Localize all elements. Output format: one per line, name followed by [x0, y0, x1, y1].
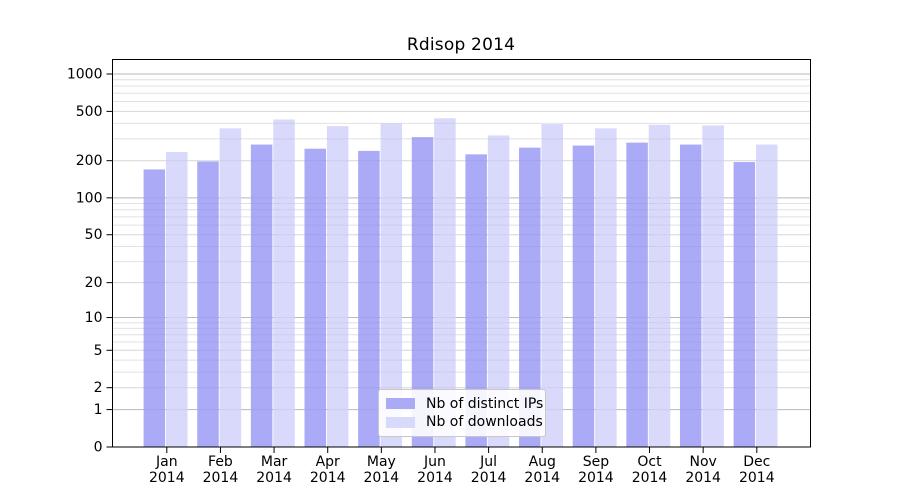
y-tick-label: 2: [94, 380, 103, 396]
legend-label-downloads: Nb of downloads: [426, 414, 543, 431]
x-tick-label-month: Dec: [743, 454, 770, 470]
x-tick-label-month: Jan: [155, 454, 178, 470]
x-tick-label-year: 2014: [149, 470, 185, 486]
legend-swatch-distinct-ips: [386, 398, 415, 410]
x-tick-label-year: 2014: [524, 470, 560, 486]
x-tick-label-month: Feb: [208, 454, 233, 470]
legend-item-distinct-ips: Nb of distinct IPs: [386, 396, 543, 412]
bar-distinct-ips-nov: [679, 144, 702, 447]
y-tick-label: 500: [76, 104, 103, 120]
x-tick-label-month: Jun: [423, 454, 446, 470]
y-tick-label: 0: [94, 440, 103, 456]
bar-downloads-sep: [595, 128, 617, 447]
bar-distinct-ips-mar: [250, 144, 273, 447]
x-tick-label-year: 2014: [417, 470, 453, 486]
bar-downloads-jun: [434, 118, 456, 447]
x-tick-label-year: 2014: [203, 470, 239, 486]
y-tick-label: 1: [94, 402, 103, 418]
x-tick-label-month: Apr: [316, 454, 340, 470]
bar-distinct-ips-sep: [572, 145, 595, 447]
bar-downloads-apr: [326, 126, 349, 447]
y-tick-label: 50: [85, 227, 103, 243]
legend: Nb of distinct IPs Nb of downloads: [378, 389, 546, 437]
legend-swatch-downloads: [386, 416, 415, 428]
x-tick-label-month: Sep: [583, 454, 610, 470]
bar-distinct-ips-oct: [626, 142, 648, 447]
bar-distinct-ips-may: [358, 150, 380, 447]
x-tick-label-month: Jul: [479, 454, 497, 470]
x-tick-label-month: Aug: [529, 454, 556, 470]
bar-downloads-may: [380, 123, 403, 447]
bar-distinct-ips-jun: [411, 137, 434, 448]
legend-label-distinct-ips: Nb of distinct IPs: [426, 395, 544, 412]
bar-distinct-ips-dec: [733, 162, 756, 447]
x-tick-label-year: 2014: [364, 470, 400, 486]
y-tick-label: 20: [85, 275, 103, 291]
bar-distinct-ips-apr: [304, 148, 327, 447]
x-tick-label-year: 2014: [471, 470, 507, 486]
y-tick-label: 5: [94, 343, 103, 359]
bar-distinct-ips-feb: [197, 161, 219, 447]
bar-distinct-ips-jul: [465, 154, 487, 447]
chart-title: Rdisop 2014: [406, 35, 516, 55]
plot-border: [112, 59, 811, 448]
y-tick-label: 100: [76, 190, 103, 206]
bar-downloads-oct: [648, 124, 671, 447]
x-tick-label-year: 2014: [578, 470, 614, 486]
bar-distinct-ips-jan: [143, 169, 166, 447]
legend-item-downloads: Nb of downloads: [386, 414, 543, 430]
x-tick-label-year: 2014: [632, 470, 668, 486]
bar-downloads-mar: [273, 119, 295, 448]
x-tick-label-year: 2014: [256, 470, 292, 486]
x-tick-label-month: Oct: [637, 454, 662, 470]
x-tick-label-month: Nov: [689, 454, 716, 470]
x-tick-label-year: 2014: [739, 470, 775, 486]
x-tick-label-month: May: [367, 454, 396, 470]
x-tick-label-year: 2014: [685, 470, 721, 486]
y-tick-label: 1000: [67, 67, 103, 83]
bar-downloads-nov: [702, 125, 724, 447]
bar-distinct-ips-aug: [519, 147, 541, 447]
bar-downloads-feb: [219, 128, 242, 447]
bar-downloads-jan: [166, 152, 188, 447]
bar-downloads-jul: [487, 135, 510, 447]
x-tick-label-month: Mar: [261, 454, 288, 470]
x-tick-label-year: 2014: [310, 470, 346, 486]
y-tick-label: 200: [76, 153, 103, 169]
bar-downloads-dec: [755, 144, 778, 447]
y-tick-label: 10: [85, 310, 103, 326]
bar-downloads-aug: [541, 124, 563, 448]
